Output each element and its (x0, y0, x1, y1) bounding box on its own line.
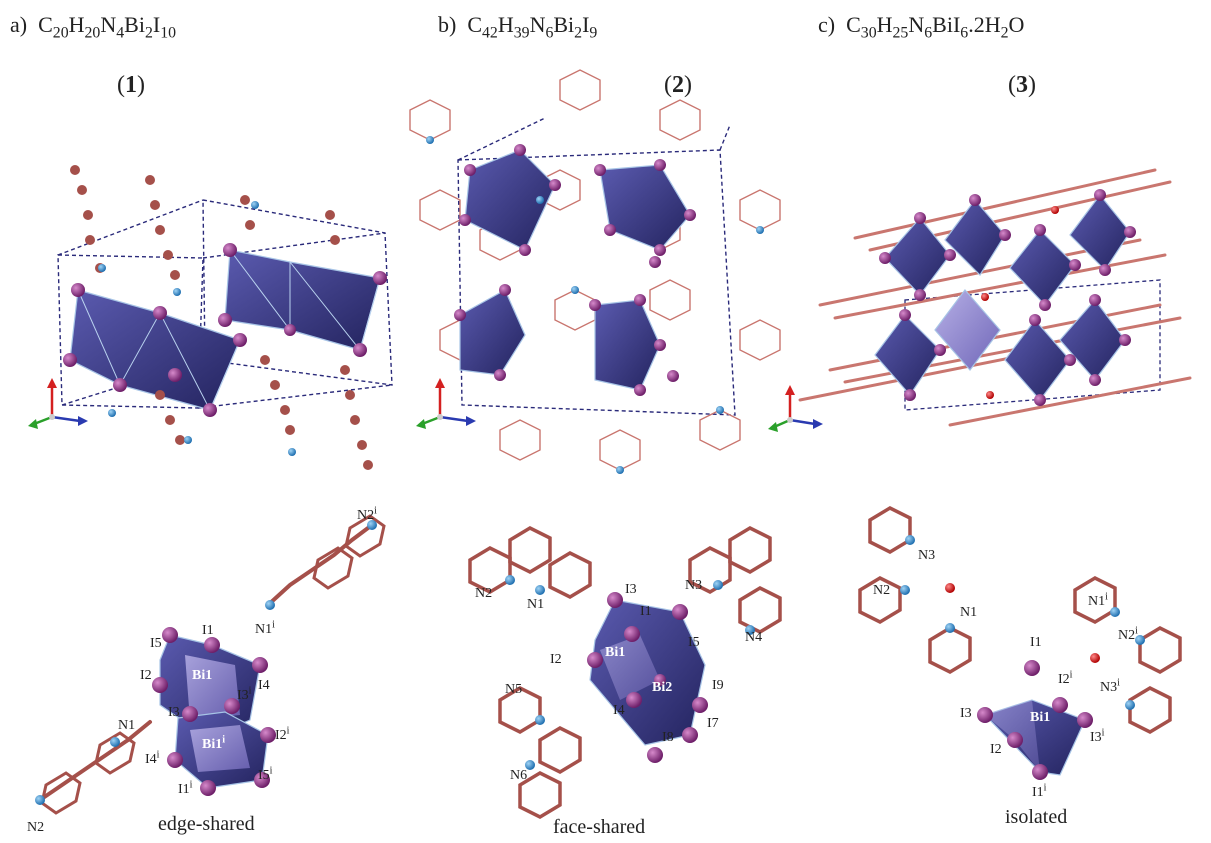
panel-b-dimer (589, 599, 706, 746)
atom-label-a-I5: I5 (150, 636, 162, 651)
panel-c-iodine-atoms (879, 189, 1136, 406)
atom-label-b-N6: N6 (510, 768, 528, 783)
atom-label-a-I4: I4 (258, 678, 270, 693)
atom-label-a-N2: N2 (27, 820, 45, 835)
atom-label-b-N5: N5 (505, 682, 523, 697)
atom-label-b-I9: I9 (712, 678, 724, 693)
atom-label-c-N3: N3 (918, 548, 936, 563)
atom-label-c-I3: I3 (960, 706, 972, 721)
atom-label-b-Bi2: Bi2 (652, 680, 673, 695)
panel-c-water-molecules (945, 583, 1100, 663)
panel-a-dimer-ligand-upper (266, 514, 386, 607)
panel-a-heading: a) C20H20N4Bi2I10 (10, 12, 177, 42)
atom-label-b-N4: N4 (745, 630, 763, 645)
atom-label-a-I5i: I5i (258, 765, 273, 783)
panel-a-iodine-atoms (63, 243, 387, 417)
atom-label-b-N2: N2 (475, 586, 493, 601)
atom-label-c-N1: N1 (960, 605, 978, 620)
caption-edge-shared: edge-shared (158, 813, 255, 835)
panel-b-octahedra (459, 149, 691, 391)
atom-label-b-I8: I8 (662, 730, 674, 745)
atom-label-a-N2i: N2i (357, 505, 377, 523)
atom-label-a-N1i: N1i (255, 619, 275, 637)
panel-b-iodine-atoms (454, 144, 696, 396)
axis-triad-b (416, 378, 476, 429)
atom-label-b-I2: I2 (550, 652, 562, 667)
panel-c-octahedra (874, 194, 1131, 401)
atom-label-c-I2: I2 (990, 742, 1002, 757)
panel-a-chains (69, 249, 381, 412)
axis-triad-c (768, 385, 823, 432)
atom-label-c-N2: N2 (873, 583, 891, 598)
atom-label-a-I2i: I2i (275, 725, 290, 743)
panel-c-iodine-atoms-bottom (977, 660, 1093, 780)
caption-isolated: isolated (1005, 806, 1068, 828)
compound-label-2: (2) (664, 72, 692, 98)
panel-c-nitrogen-atoms-bottom (900, 535, 1145, 710)
panel-c-ligand-layers (798, 168, 1192, 427)
panel-b-dimer-nitrogen-atoms (505, 575, 755, 770)
atom-label-a-I2: I2 (140, 668, 152, 683)
panel-a-ligands (70, 165, 373, 470)
atom-label-c-I2i: I2i (1058, 669, 1073, 687)
atom-label-c-N3i: N3i (1100, 677, 1120, 695)
atom-label-b-N1: N1 (527, 597, 545, 612)
atom-label-a-I3: I3 (168, 705, 180, 720)
atom-label-b-I1: I1 (640, 604, 652, 619)
atom-label-a-I1i: I1i (178, 779, 193, 797)
atom-label-b-I3: I3 (625, 582, 637, 597)
atom-label-b-I4: I4 (613, 703, 625, 718)
atom-label-a-I4i: I4i (145, 749, 160, 767)
atom-label-c-Bi1: Bi1 (1030, 710, 1051, 725)
atom-label-c-I3i: I3i (1090, 727, 1105, 745)
panel-b-dimer-iodine-atoms (587, 592, 708, 763)
compound-label-1: (1) (117, 72, 145, 98)
atom-label-c-N1i: N1i (1088, 591, 1108, 609)
atom-label-b-N3: N3 (685, 578, 703, 593)
panel-a-dimer-nitrogen-atoms (35, 520, 377, 805)
panel-c-heading: c) C30H25N6BiI6.2H2O (818, 12, 1025, 42)
panel-b-nitrogen-atoms (426, 136, 764, 474)
atom-label-b-Bi1: Bi1 (605, 645, 626, 660)
atom-label-a-I3i: I3i (237, 685, 252, 703)
atom-label-a-Bi1: Bi1 (192, 668, 213, 683)
panel-b-heading: b) C42H39N6Bi2I9 (438, 12, 598, 42)
atom-label-c-I1: I1 (1030, 635, 1042, 650)
atom-label-c-I1i: I1i (1032, 782, 1047, 800)
caption-face-shared: face-shared (553, 816, 646, 838)
atom-label-a-I1: I1 (202, 623, 214, 638)
atom-label-c-N2i: N2i (1118, 625, 1138, 643)
atom-label-a-N1: N1 (118, 718, 136, 733)
atom-label-b-I5: I5 (688, 635, 700, 650)
panel-a-dimer-ligand-lower (38, 720, 152, 815)
panel-a-dimer-iodine-atoms (152, 627, 276, 796)
axis-triad-a (28, 378, 88, 429)
compound-label-3: (3) (1008, 72, 1036, 98)
atom-label-a-Bi1i: Bi1i (202, 734, 226, 752)
atom-label-b-I7: I7 (707, 716, 719, 731)
panel-a-nitrogen-atoms (98, 201, 296, 456)
panel-c-oxygen-atoms (981, 206, 1059, 399)
